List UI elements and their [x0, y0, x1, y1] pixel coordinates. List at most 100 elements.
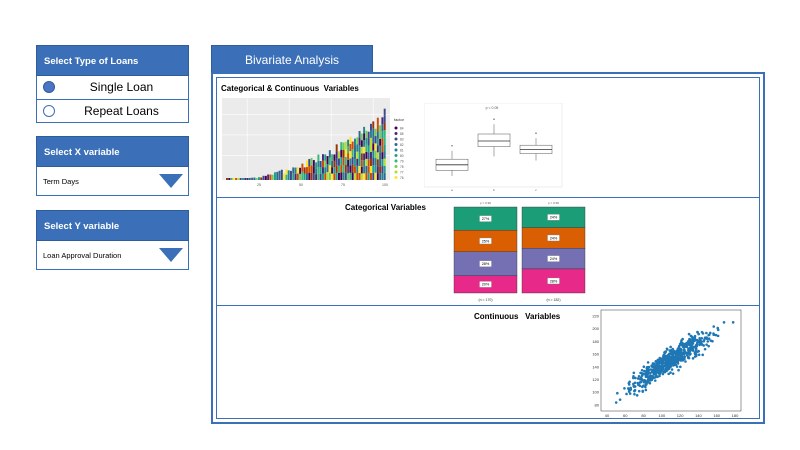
histogram-bar: [379, 132, 382, 139]
loan-type-options: Single Loan Repeat Loans: [36, 76, 189, 123]
histogram-bar: [376, 173, 379, 180]
histogram-legend-marker: [394, 132, 398, 135]
histogram-bar: [319, 173, 322, 180]
scatter-point: [712, 333, 716, 337]
histogram-bar: [379, 166, 382, 174]
scatter-point: [654, 375, 657, 379]
histogram-bar: [360, 160, 363, 167]
scatter-point: [656, 364, 660, 367]
radio-single-loan[interactable]: Single Loan: [37, 76, 188, 99]
histogram-bar: [248, 177, 251, 180]
boxplot-annotation: p < 0.05: [486, 106, 499, 110]
histogram-bar: [333, 160, 336, 168]
scatter-point: [672, 364, 675, 367]
histogram-bar: [363, 133, 366, 141]
histogram-bar: [376, 166, 379, 174]
histogram-bar: [331, 154, 334, 161]
tab-bivariate-analysis[interactable]: Bivariate Analysis: [211, 45, 373, 74]
scatter-point: [662, 357, 665, 361]
scatter-point: [712, 325, 716, 328]
scatter-point: [632, 385, 636, 389]
histogram-bar: [317, 160, 320, 168]
histogram-bar: [322, 154, 324, 161]
histogram-bar: [379, 173, 382, 180]
scatter-x-tick-label: 100: [659, 413, 666, 418]
scatter-point: [616, 391, 619, 395]
histogram-bar: [324, 154, 327, 161]
histogram-bar: [308, 159, 311, 167]
scatter-point: [701, 353, 704, 357]
histogram-bar: [226, 178, 228, 180]
histogram-bar: [376, 145, 379, 153]
data-label-box: [547, 255, 560, 262]
histogram-bar: [301, 163, 304, 172]
scatter-point: [650, 370, 654, 373]
histogram-bar: [370, 151, 372, 159]
boxplot-chart: p < 0.05 a b c: [424, 103, 563, 192]
scatter-point: [649, 374, 652, 377]
scatter-point: [679, 348, 683, 352]
histogram-bar: [354, 152, 356, 160]
histogram-bar: [290, 170, 292, 180]
histogram-bar: [370, 137, 372, 145]
histogram-bar: [335, 172, 338, 180]
histogram-bar: [367, 145, 370, 153]
scatter-point: [669, 345, 672, 349]
histogram-bar: [285, 169, 288, 175]
histogram-bar: [379, 152, 382, 160]
histogram-bar: [340, 164, 343, 173]
histogram-bar: [342, 165, 345, 173]
radio-repeat-loans[interactable]: Repeat Loans: [37, 99, 188, 122]
histogram-bar: [235, 178, 238, 180]
scatter-point: [647, 377, 651, 381]
histogram-bar: [349, 165, 352, 173]
scatter-point: [689, 339, 693, 342]
histogram-bar: [358, 144, 361, 152]
scatter-point: [654, 371, 658, 375]
histogram-bar: [328, 150, 331, 158]
histogram-bar: [253, 177, 256, 180]
histogram-legend-label: 80: [400, 154, 404, 158]
histogram-bar: [344, 164, 347, 173]
histogram-bar: [370, 123, 372, 131]
histogram-bar: [374, 143, 377, 151]
histogram-bar: [237, 178, 240, 180]
scatter-point: [675, 365, 679, 368]
histogram-bar: [376, 124, 379, 132]
scatter-point: [627, 383, 631, 386]
dropdown-arrow-icon[interactable]: [159, 248, 183, 262]
scatter-point: [697, 349, 700, 353]
scatter-point: [670, 350, 674, 354]
scatter-point: [655, 366, 658, 369]
histogram-bar: [246, 178, 249, 180]
histogram-legend-marker: [394, 170, 398, 174]
radio-unselected-icon[interactable]: [43, 105, 55, 117]
scatter-point: [663, 351, 666, 354]
histogram-bar: [370, 144, 372, 152]
scatter-point: [694, 348, 698, 351]
histogram-bar: [367, 152, 370, 160]
radio-label-single-loan: Single Loan: [89, 80, 154, 94]
histogram-bar: [374, 158, 377, 166]
boxplot-outlier: [493, 118, 495, 120]
histogram-bar: [326, 156, 329, 165]
histogram-bar: [372, 128, 375, 137]
scatter-point: [662, 370, 665, 374]
scatter-point: [685, 341, 688, 345]
scatter-point: [731, 321, 735, 324]
histogram-bar: [338, 172, 340, 180]
scatter-x-tick-label: 40: [605, 413, 610, 418]
y-variable-select[interactable]: Loan Approval Duration: [36, 241, 189, 270]
x-variable-select[interactable]: Term Days: [36, 167, 189, 196]
scatter-point: [698, 343, 701, 347]
radio-selected-icon[interactable]: [43, 81, 55, 93]
scatter-point: [642, 380, 646, 384]
scatter-point: [661, 365, 664, 369]
histogram-bar: [365, 172, 368, 180]
dropdown-arrow-icon[interactable]: [159, 174, 183, 188]
histogram-bar: [367, 138, 370, 146]
scatter-y-tick-label: 180: [592, 339, 599, 344]
histogram-bar: [319, 161, 322, 168]
histogram-bar: [322, 160, 324, 168]
